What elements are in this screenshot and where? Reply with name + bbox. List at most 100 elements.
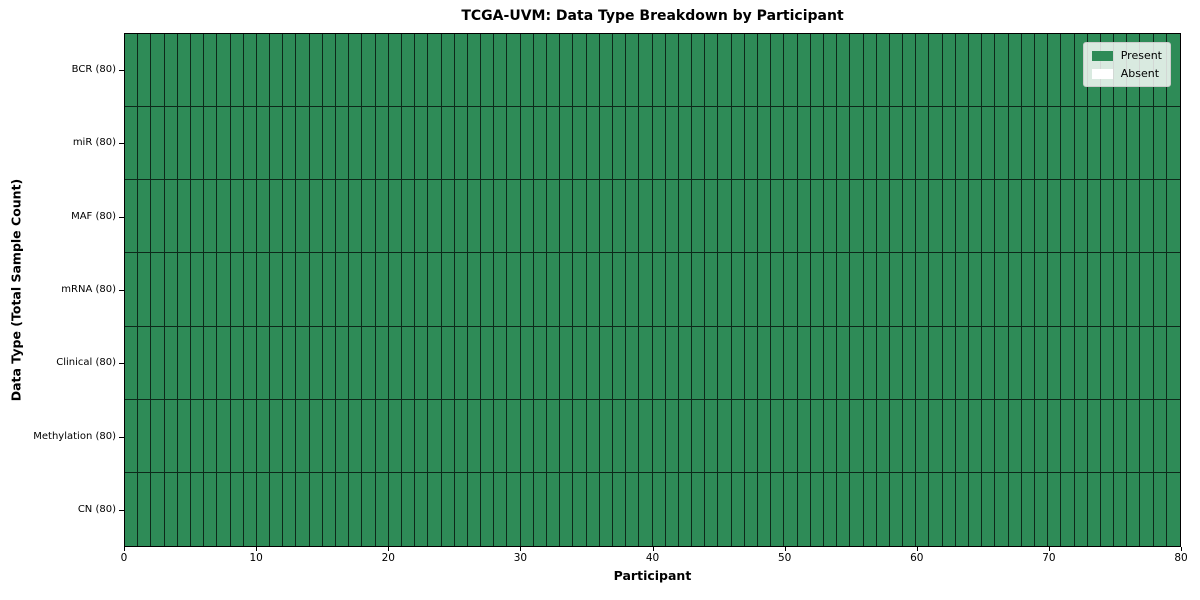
heatmap-cell xyxy=(507,326,521,400)
heatmap-cell xyxy=(837,253,851,327)
heatmap-cell xyxy=(850,180,864,254)
heatmap-cell xyxy=(560,34,574,108)
heatmap-cell xyxy=(177,472,191,546)
legend-label-present: Present xyxy=(1120,49,1162,62)
heatmap-cell xyxy=(283,107,297,181)
heatmap-cell xyxy=(454,34,468,108)
heatmap-cell xyxy=(1034,107,1049,181)
heatmap-cell xyxy=(758,107,772,181)
heatmap-cell xyxy=(797,399,811,473)
heatmap-cell xyxy=(190,326,205,400)
heatmap-cell xyxy=(784,107,798,181)
heatmap-cell xyxy=(1087,326,1101,400)
heatmap-cell xyxy=(164,399,178,473)
heatmap-cell xyxy=(1166,472,1180,546)
heatmap-cell xyxy=(982,399,996,473)
heatmap-cell xyxy=(692,472,706,546)
heatmap-cell xyxy=(850,472,864,546)
heatmap-cell xyxy=(481,180,495,254)
heatmap-cell xyxy=(454,399,468,473)
heatmap-cell xyxy=(1048,253,1062,327)
chart-title: TCGA-UVM: Data Type Breakdown by Partici… xyxy=(461,8,844,24)
heatmap-cell xyxy=(810,399,824,473)
heatmap-cell xyxy=(639,472,653,546)
heatmap-cell xyxy=(955,472,969,546)
x-tick-label: 10 xyxy=(249,552,263,564)
heatmap-cell xyxy=(177,326,191,400)
heatmap-cell xyxy=(1008,472,1022,546)
heatmap-cell xyxy=(969,34,983,108)
heatmap-cell xyxy=(547,107,561,181)
heatmap-cell xyxy=(1021,180,1035,254)
heatmap-cell xyxy=(1061,180,1075,254)
heatmap-cell xyxy=(204,34,218,108)
y-tick-mark xyxy=(119,290,124,291)
heatmap-cell xyxy=(652,107,666,181)
heatmap-cell xyxy=(507,399,521,473)
heatmap-cell xyxy=(1114,399,1128,473)
heatmap-cell xyxy=(481,399,495,473)
heatmap-cell xyxy=(336,180,350,254)
heatmap-cell xyxy=(863,180,877,254)
heatmap-cell xyxy=(1166,326,1180,400)
heatmap-cell xyxy=(362,34,376,108)
heatmap-cell xyxy=(982,253,996,327)
heatmap-cell xyxy=(415,472,429,546)
heatmap-cell xyxy=(336,399,350,473)
heatmap-cell xyxy=(204,253,218,327)
heatmap-cell xyxy=(467,326,482,400)
heatmap-cell xyxy=(533,472,547,546)
heatmap-cell xyxy=(507,253,521,327)
heatmap-cell xyxy=(375,472,389,546)
heatmap-cell xyxy=(771,472,785,546)
heatmap-cell xyxy=(705,326,719,400)
heatmap-cell xyxy=(125,34,139,108)
heatmap-cell xyxy=(190,472,205,546)
heatmap-cell xyxy=(639,253,653,327)
heatmap-cell xyxy=(612,472,627,546)
heatmap-cell xyxy=(256,326,271,400)
heatmap-cell xyxy=(1127,472,1141,546)
legend-label-absent: Absent xyxy=(1120,67,1160,80)
heatmap-cell xyxy=(837,180,851,254)
heatmap-cell xyxy=(560,253,574,327)
heatmap-cell xyxy=(560,472,574,546)
heatmap-cell xyxy=(190,180,205,254)
heatmap-cell xyxy=(678,34,693,108)
heatmap-cell xyxy=(744,399,758,473)
heatmap-cell xyxy=(863,326,877,400)
x-tick-label: 30 xyxy=(513,552,528,564)
heatmap-cell xyxy=(995,253,1009,327)
heatmap-cell xyxy=(322,180,336,254)
heatmap-cell xyxy=(322,34,336,108)
x-tick-label: 80 xyxy=(1174,552,1188,564)
x-tick-mark xyxy=(652,547,654,551)
heatmap-cell xyxy=(125,253,139,327)
heatmap-cell xyxy=(797,107,811,181)
heatmap-cell xyxy=(744,253,758,327)
heatmap-cell xyxy=(652,253,666,327)
heatmap-cell xyxy=(1153,399,1167,473)
heatmap-cell xyxy=(731,326,745,400)
heatmap-cell xyxy=(903,34,917,108)
heatmap-cell xyxy=(916,399,930,473)
heatmap-cell xyxy=(388,399,402,473)
y-tick-label: Methylation (80) xyxy=(33,430,116,442)
heatmap-cell xyxy=(903,180,917,254)
heatmap-cell xyxy=(230,107,244,181)
heatmap-cell xyxy=(1008,399,1022,473)
heatmap-cell xyxy=(784,253,798,327)
heatmap-cell xyxy=(639,180,653,254)
heatmap-cell xyxy=(1008,107,1022,181)
heatmap-cell xyxy=(270,34,284,108)
heatmap-cell xyxy=(454,326,468,400)
heatmap-cell xyxy=(1166,107,1180,181)
heatmap-cell xyxy=(850,34,864,108)
heatmap-cell xyxy=(428,326,442,400)
heatmap-cell xyxy=(718,326,732,400)
heatmap-cell xyxy=(916,326,930,400)
heatmap-cell xyxy=(863,253,877,327)
heatmap-cell xyxy=(547,253,561,327)
heatmap-cell xyxy=(916,472,930,546)
heatmap-cell xyxy=(942,472,956,546)
